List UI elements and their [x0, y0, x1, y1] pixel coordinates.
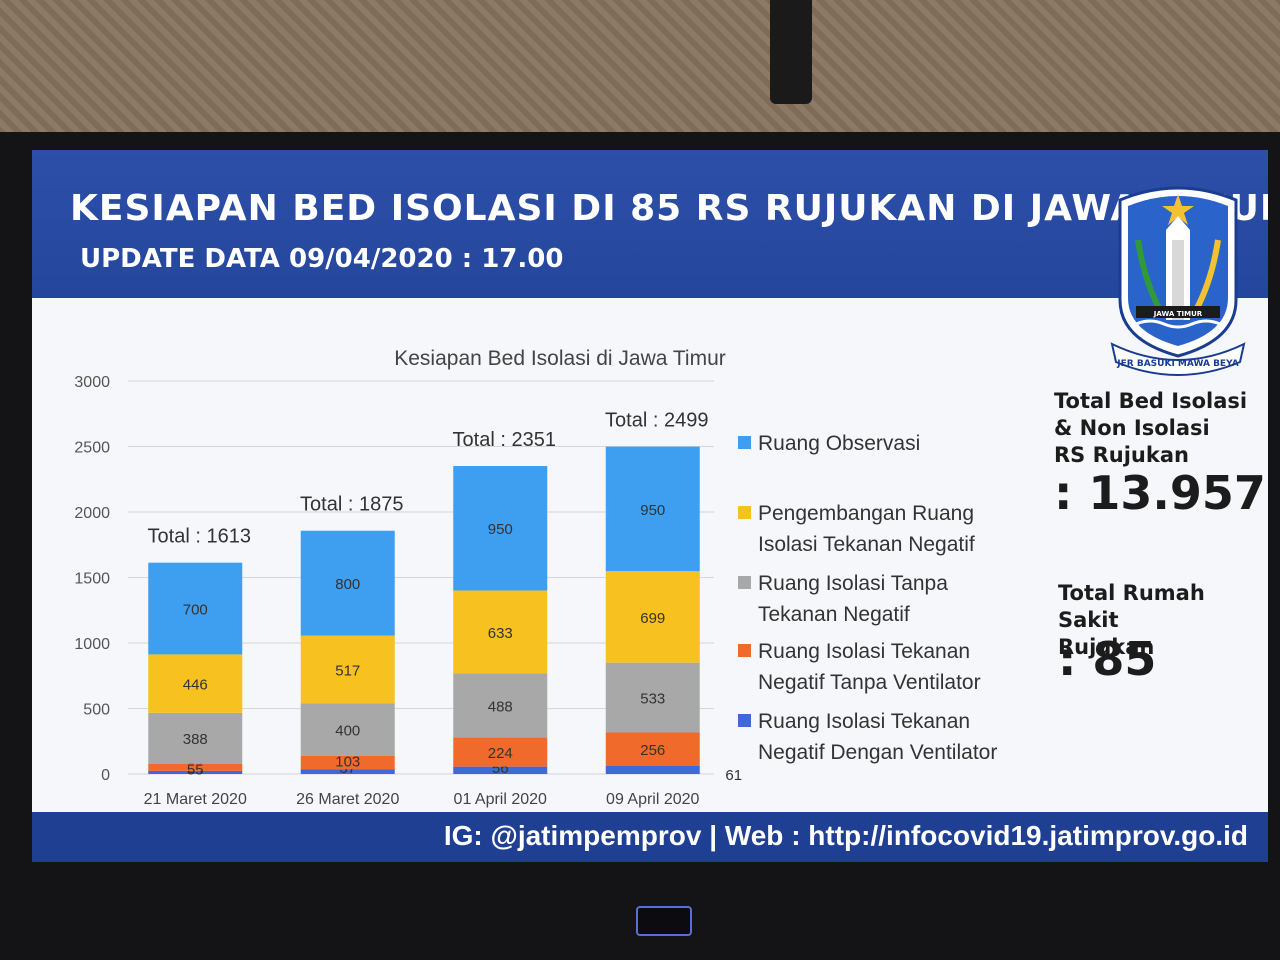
data-label: 488 [488, 698, 513, 715]
x-tick-label: 26 Maret 2020 [296, 791, 399, 808]
footer-social-web: IG: @jatimpemprov | Web : http://infocov… [443, 820, 1248, 851]
legend-swatch [738, 714, 751, 727]
bar-segment [605, 766, 700, 774]
data-label: 950 [488, 521, 513, 538]
bar-segment [148, 770, 243, 774]
bar-segment [148, 654, 243, 713]
y-tick-label: 1000 [74, 636, 110, 653]
legend-label: Isolasi Tekanan Negatif [758, 533, 975, 556]
legend-swatch [738, 576, 751, 589]
data-label: 103 [335, 754, 360, 771]
total-hospitals-value: : 85 [1058, 632, 1157, 686]
y-tick-label: 0 [101, 767, 110, 784]
x-tick-label: 09 April 2020 [606, 791, 700, 808]
data-label: 699 [640, 610, 665, 627]
data-label: 700 [183, 602, 208, 619]
data-label: 633 [488, 625, 513, 642]
x-tick-label: 21 Maret 2020 [144, 791, 247, 808]
legend-label: Ruang Observasi [758, 432, 920, 455]
legend-label: Negatif Dengan Ventilator [758, 741, 997, 764]
bar-segment [605, 571, 700, 663]
bar-segment [453, 766, 548, 774]
data-label: 224 [488, 745, 513, 762]
y-tick-label: 2000 [74, 505, 110, 522]
total-beds-label: Total Bed Isolasi & Non Isolasi RS Rujuk… [1054, 389, 1248, 467]
update-subtitle: UPDATE DATA 09/04/2020 : 17.00 [80, 244, 564, 274]
footer-bar: IG: @jatimpemprov | Web : http://infocov… [32, 812, 1268, 862]
chart-title: Kesiapan Bed Isolasi di Jawa Timur [394, 347, 726, 370]
total-label: Total : 2499 [605, 410, 708, 432]
bar-segment [453, 737, 548, 767]
total-hospitals-label: Total Rumah Sakit Rujukan [1058, 581, 1205, 659]
legend-label: Tekanan Negatif [758, 603, 910, 626]
legend-swatch [738, 644, 751, 657]
bar-segment [605, 732, 700, 767]
bar-segment [605, 662, 700, 733]
header-banner: KESIAPAN BED ISOLASI DI 85 RS RUJUKAN DI… [32, 150, 1268, 298]
stacked-bar-chart: Kesiapan Bed Isolasi di Jawa Timur 0 500 10… [74, 347, 997, 808]
data-label: 400 [335, 722, 360, 739]
legend-swatch [738, 436, 751, 449]
total-label: Total : 2351 [453, 429, 556, 451]
legend-label: Ruang Isolasi Tekanan [758, 640, 970, 663]
data-label: 256 [640, 742, 665, 759]
bar-segment [300, 703, 395, 756]
data-label: 388 [183, 731, 208, 748]
tv-indicator [636, 906, 692, 936]
logo-banner-text: JAWA TIMUR [1153, 310, 1203, 318]
total-beds-value: : 13.957 [1054, 466, 1266, 520]
total-label: Total : 1875 [300, 494, 403, 516]
data-label: 446 [183, 677, 208, 694]
data-label: 533 [640, 691, 665, 708]
legend-label: Ruang Isolasi Tanpa [758, 572, 948, 595]
data-label: 950 [640, 502, 665, 519]
y-tick-label: 500 [83, 702, 110, 719]
legend-swatch [738, 506, 751, 519]
y-tick-label: 1500 [74, 571, 110, 588]
bar-segment [453, 673, 548, 738]
data-label: 800 [335, 576, 360, 593]
wall-bracket [770, 0, 812, 104]
bar-segment [148, 712, 243, 764]
legend-label: Pengembangan Ruang [758, 502, 974, 525]
x-tick-label: 01 April 2020 [454, 791, 548, 808]
bar-segment [300, 769, 395, 774]
bar-segment [148, 562, 243, 655]
bar-segment [300, 635, 395, 704]
total-label: Total : 1613 [148, 526, 251, 548]
data-label: 55 [187, 762, 204, 779]
page-title: KESIAPAN BED ISOLASI DI 85 RS RUJUKAN DI… [70, 188, 1268, 229]
tv-screen: KESIAPAN BED ISOLASI DI 85 RS RUJUKAN DI… [32, 150, 1268, 862]
legend-label: Ruang Isolasi Tekanan [758, 710, 970, 733]
bar-segment [605, 446, 700, 572]
legend-label: Negatif Tanpa Ventilator [758, 671, 981, 694]
bar-segment [300, 755, 395, 770]
data-label: 517 [335, 662, 360, 679]
bar-segment [148, 763, 243, 771]
y-tick-label: 2500 [74, 440, 110, 457]
bar-segment [300, 530, 395, 636]
jatim-crest-logo: JER BASUKI MAWA BEYA JAWA TIMUR [1110, 186, 1246, 376]
logo-ribbon-text: JER BASUKI MAWA BEYA [1116, 359, 1238, 369]
data-label: 61 [725, 767, 742, 784]
bar-segment [453, 590, 548, 674]
y-tick-label: 3000 [74, 374, 110, 391]
bar-segment [453, 466, 548, 591]
